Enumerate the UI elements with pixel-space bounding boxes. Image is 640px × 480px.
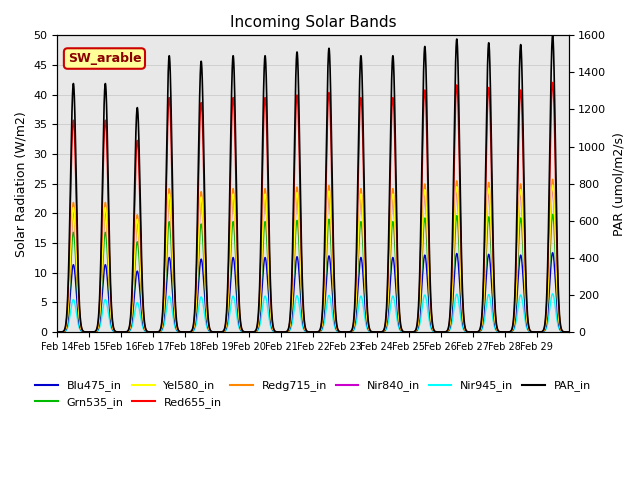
Nir945_in <box>356 296 364 301</box>
Grn535_in <box>239 328 246 334</box>
Line: PAR_in: PAR_in <box>58 36 568 332</box>
Redg715_in <box>564 329 572 335</box>
Redg715_in <box>239 328 246 334</box>
Red655_in <box>564 329 572 335</box>
Nir945_in <box>79 329 87 335</box>
Nir840_in <box>356 203 364 208</box>
Line: Red655_in: Red655_in <box>58 83 568 332</box>
Grn535_in <box>548 212 556 217</box>
PAR_in <box>433 329 440 335</box>
Red655_in <box>79 328 87 334</box>
Line: Yel580_in: Yel580_in <box>58 185 568 332</box>
Line: Nir840_in: Nir840_in <box>58 188 568 332</box>
Y-axis label: PAR (umol/m2/s): PAR (umol/m2/s) <box>612 132 625 236</box>
Yel580_in <box>54 329 61 335</box>
Redg715_in <box>548 176 556 182</box>
Yel580_in <box>460 321 467 326</box>
Nir840_in <box>54 329 61 335</box>
Blu475_in <box>433 329 440 335</box>
Yel580_in <box>548 182 556 188</box>
Red655_in <box>460 315 467 321</box>
Line: Redg715_in: Redg715_in <box>58 179 568 332</box>
Nir840_in <box>564 329 572 335</box>
Redg715_in <box>356 195 364 201</box>
Nir945_in <box>54 329 61 335</box>
Blu475_in <box>460 324 467 330</box>
Legend: Blu475_in, Grn535_in, Yel580_in, Red655_in, Redg715_in, Nir840_in, Nir945_in, PA: Blu475_in, Grn535_in, Yel580_in, Red655_… <box>31 376 595 412</box>
PAR_in <box>378 329 386 335</box>
Grn535_in <box>378 329 386 335</box>
Title: Incoming Solar Bands: Incoming Solar Bands <box>230 15 396 30</box>
Blu475_in <box>378 329 386 335</box>
Grn535_in <box>564 329 572 335</box>
Grn535_in <box>356 226 364 231</box>
Nir945_in <box>239 329 246 335</box>
Nir840_in <box>433 329 440 335</box>
Blu475_in <box>564 329 572 335</box>
Grn535_in <box>433 329 440 335</box>
PAR_in <box>54 329 61 335</box>
PAR_in <box>239 328 246 334</box>
Yel580_in <box>378 329 386 335</box>
Text: SW_arable: SW_arable <box>68 52 141 65</box>
Blu475_in <box>54 329 61 335</box>
Redg715_in <box>378 329 386 335</box>
Blu475_in <box>239 329 246 335</box>
Nir945_in <box>378 329 386 335</box>
Grn535_in <box>460 323 467 328</box>
Blu475_in <box>79 329 87 335</box>
Grn535_in <box>79 329 87 335</box>
Yel580_in <box>239 328 246 334</box>
Line: Nir945_in: Nir945_in <box>58 294 568 332</box>
Red655_in <box>548 80 556 85</box>
Red655_in <box>433 329 440 335</box>
Line: Blu475_in: Blu475_in <box>58 252 568 332</box>
PAR_in <box>548 33 556 38</box>
Nir945_in <box>548 291 556 297</box>
Nir840_in <box>378 329 386 335</box>
PAR_in <box>79 328 87 334</box>
Yel580_in <box>356 200 364 206</box>
PAR_in <box>356 71 364 76</box>
Nir945_in <box>460 327 467 333</box>
Nir945_in <box>433 329 440 335</box>
Yel580_in <box>564 329 572 335</box>
Red655_in <box>378 329 386 335</box>
Redg715_in <box>460 321 467 326</box>
Nir840_in <box>79 329 87 335</box>
Nir945_in <box>564 329 572 335</box>
Redg715_in <box>79 329 87 335</box>
Line: Grn535_in: Grn535_in <box>58 215 568 332</box>
PAR_in <box>564 329 572 335</box>
Blu475_in <box>548 250 556 255</box>
Yel580_in <box>433 329 440 335</box>
Nir840_in <box>548 185 556 191</box>
Red655_in <box>356 109 364 115</box>
Redg715_in <box>433 329 440 335</box>
Y-axis label: Solar Radiation (W/m2): Solar Radiation (W/m2) <box>15 111 28 256</box>
Blu475_in <box>356 259 364 265</box>
Red655_in <box>54 329 61 335</box>
Nir840_in <box>460 321 467 327</box>
Grn535_in <box>54 329 61 335</box>
Redg715_in <box>54 329 61 335</box>
Nir840_in <box>239 328 246 334</box>
Red655_in <box>239 328 246 334</box>
Yel580_in <box>79 329 87 335</box>
PAR_in <box>460 312 467 318</box>
